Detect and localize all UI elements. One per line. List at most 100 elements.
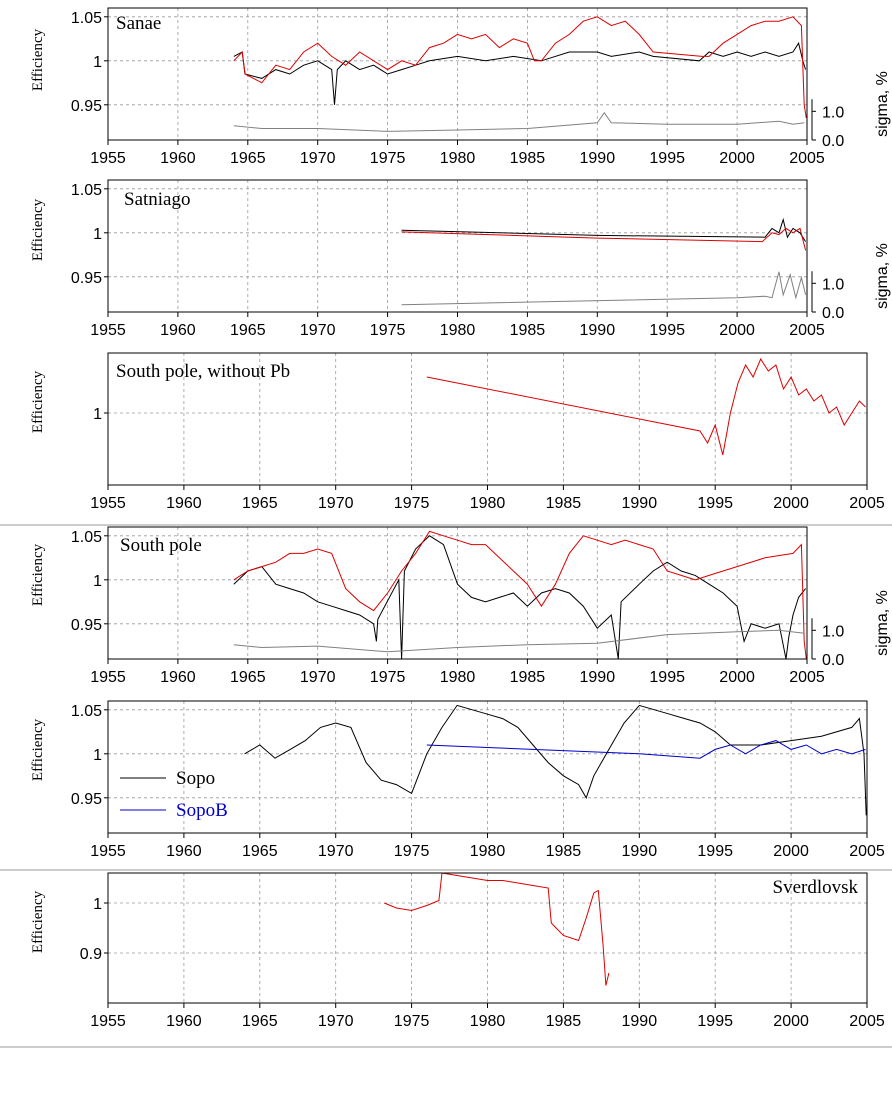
x-tick-label: 2000: [719, 669, 755, 686]
x-tick-label: 1965: [230, 669, 266, 686]
y-tick-label: 1.05: [71, 10, 102, 27]
x-tick-label: 1960: [160, 150, 196, 167]
chart-panel-2: 1955 1960 1965 1970 1975 1980 1985 1990 1995 2000…: [30, 179, 891, 339]
series-line-3: [233, 111, 805, 132]
y-tick-label: 1: [93, 747, 102, 764]
x-tick-label: 1960: [166, 843, 202, 860]
x-tick-label: 1970: [300, 322, 336, 339]
x-tick-label: 1955: [90, 1013, 126, 1030]
x-tick-label: 1960: [160, 669, 196, 686]
x-tick-label: 2000: [773, 843, 809, 860]
x-tick-label: 2000: [773, 495, 809, 512]
panel-title: South pole, without Pb: [116, 361, 290, 382]
chart-panel-3: 1955 1960 1965 1970 1975 1980 1985 1990 1995 2000…: [30, 352, 885, 512]
x-tick-label: 1980: [440, 150, 476, 167]
x-tick-label: 1995: [649, 669, 685, 686]
x-tick-label: 1985: [510, 669, 546, 686]
panel-title: Sverdlovsk: [773, 877, 859, 898]
y2-tick-label: 1.0: [822, 276, 844, 293]
y-axis-title: Efficiency: [30, 890, 46, 953]
chart-panel-5: 1955 1960 1965 1970 1975 1980 1985 1990 1995 2000…: [30, 700, 885, 860]
legend-label-sopo: Sopo: [176, 768, 215, 789]
x-tick-label: 1970: [318, 495, 354, 512]
x-tick-label: 1970: [300, 669, 336, 686]
x-tick-label: 1955: [90, 322, 126, 339]
y-tick-label: 0.95: [71, 791, 102, 808]
x-tick-label: 1990: [580, 669, 616, 686]
x-tick-label: 1990: [622, 495, 658, 512]
x-tick-label: 1975: [370, 150, 406, 167]
x-tick-label: 1985: [546, 1013, 582, 1030]
x-tick-label: 1975: [394, 1013, 430, 1030]
y-axis-title: Efficiency: [30, 28, 46, 91]
x-tick-label: 1990: [622, 843, 658, 860]
x-tick-label: 1965: [242, 495, 278, 512]
y-tick-label: 1: [93, 896, 102, 913]
chart-panel-1: 1955 1960 1965 1970 1975 1980 1985 1990 1995 2000…: [30, 7, 891, 167]
x-tick-label: 1975: [370, 669, 406, 686]
y2-axis-title: sigma, %: [874, 243, 891, 309]
x-tick-label: 1970: [318, 843, 354, 860]
series-line-sopob: [426, 740, 866, 759]
x-tick-label: 1985: [510, 150, 546, 167]
series-line-sopo: [244, 704, 867, 816]
panel-title: Satniago: [124, 189, 191, 210]
chart-panel-6: 1955 1960 1965 1970 1975 1980 1985 1990 1995 2000…: [30, 872, 885, 1030]
x-tick-label: 1965: [242, 1013, 278, 1030]
x-tick-label: 1995: [697, 495, 733, 512]
series-line-3: [233, 629, 805, 653]
series-line-1: [426, 357, 866, 456]
y-tick-label: 1: [93, 573, 102, 590]
x-tick-label: 1955: [90, 495, 126, 512]
x-tick-label: 1955: [90, 843, 126, 860]
x-tick-label: 1960: [166, 495, 202, 512]
x-tick-label: 1975: [394, 495, 430, 512]
x-tick-label: 2005: [789, 322, 825, 339]
y-tick-label: 1.05: [71, 703, 102, 720]
x-tick-label: 1975: [394, 843, 430, 860]
x-tick-label: 1980: [440, 669, 476, 686]
x-tick-label: 1955: [90, 150, 126, 167]
x-tick-label: 1965: [230, 322, 266, 339]
y-axis-title: Efficiency: [30, 543, 46, 606]
y-tick-label: 1: [93, 226, 102, 243]
y2-tick-label: 1.0: [822, 623, 844, 640]
x-tick-label: 2005: [849, 1013, 885, 1030]
y-tick-label: 1: [93, 406, 102, 423]
x-tick-label: 2000: [719, 150, 755, 167]
x-tick-label: 1995: [697, 843, 733, 860]
x-tick-label: 1985: [510, 322, 546, 339]
x-tick-label: 1960: [160, 322, 196, 339]
y-axis-title: Efficiency: [30, 198, 46, 261]
y-tick-label: 0.95: [71, 98, 102, 115]
x-tick-label: 2005: [789, 669, 825, 686]
y2-tick-label: 1.0: [822, 104, 844, 121]
y-axis-title: Efficiency: [30, 718, 46, 781]
x-tick-label: 1970: [318, 1013, 354, 1030]
y2-tick-label: 0.0: [822, 305, 844, 322]
x-tick-label: 1965: [230, 150, 266, 167]
x-tick-label: 1990: [580, 150, 616, 167]
y2-tick-label: 0.0: [822, 133, 844, 150]
series-line-1: [233, 41, 807, 105]
x-tick-label: 1990: [580, 322, 616, 339]
y-tick-label: 0.95: [71, 270, 102, 287]
x-tick-label: 1960: [166, 1013, 202, 1030]
chart-panel-4: 1955 1960 1965 1970 1975 1980 1985 1990 1995 2000…: [30, 526, 891, 686]
y2-tick-label: 0.0: [822, 652, 844, 669]
x-tick-label: 2005: [849, 495, 885, 512]
y-tick-label: 1.05: [71, 182, 102, 199]
panel-title: South pole: [120, 535, 202, 556]
series-line-2: [401, 227, 807, 251]
y2-axis-title: sigma, %: [874, 71, 891, 137]
x-tick-label: 2000: [719, 322, 755, 339]
y2-axis-title: sigma, %: [874, 590, 891, 656]
x-tick-label: 2005: [789, 150, 825, 167]
x-tick-label: 1980: [470, 843, 506, 860]
legend-label-sopob: SopoB: [176, 800, 228, 821]
x-tick-label: 1995: [697, 1013, 733, 1030]
x-tick-label: 1975: [370, 322, 406, 339]
x-tick-label: 2000: [773, 1013, 809, 1030]
x-tick-label: 1955: [90, 669, 126, 686]
